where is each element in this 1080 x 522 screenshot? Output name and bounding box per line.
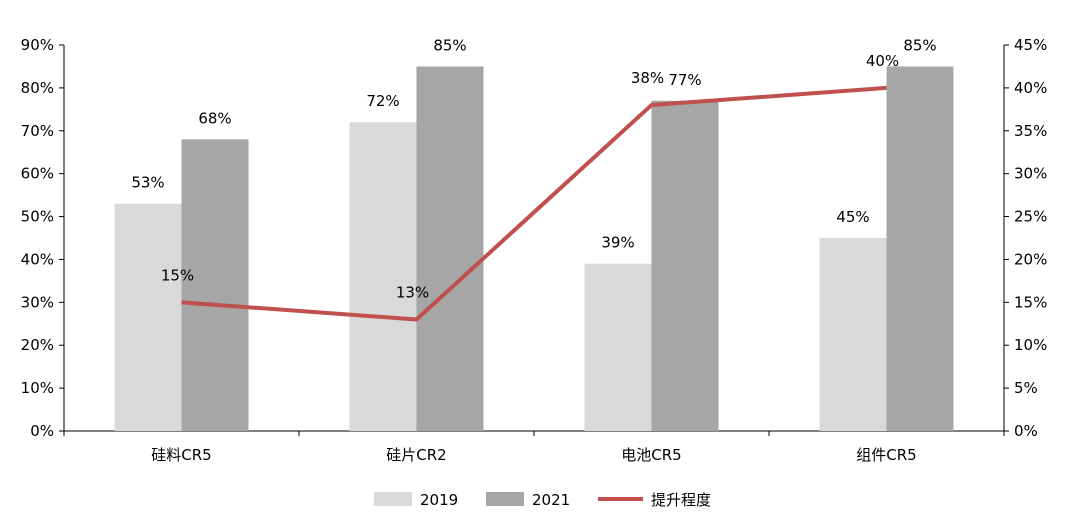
legend: 2019 2021 提升程度 [374,491,711,509]
right-tick-label: 45% [1014,36,1047,54]
category-label: 组件CR5 [856,446,916,464]
bar-2021 [416,66,484,431]
left-tick-label: 80% [21,79,54,97]
bar-data-label: 85% [433,36,466,54]
left-tick-label: 30% [21,293,54,311]
right-tick-label: 15% [1014,293,1047,311]
right-tick-label: 0% [1014,422,1038,440]
legend-label: 2019 [420,491,458,509]
left-tick-label: 90% [21,36,54,54]
right-tick-label: 5% [1014,379,1038,397]
bar-data-label: 85% [903,36,936,54]
left-tick-label: 10% [21,379,54,397]
legend-swatch-2019 [374,492,412,506]
legend-label: 提升程度 [651,491,711,509]
left-tick-label: 20% [21,336,54,354]
line-data-label: 15% [161,266,194,284]
legend-label: 2021 [532,491,570,509]
bar-data-label: 45% [836,208,869,226]
right-tick-label: 35% [1014,122,1047,140]
bar-data-label: 39% [601,234,634,252]
right-tick-label: 10% [1014,336,1047,354]
right-tick-label: 20% [1014,250,1047,268]
bar-2021 [181,139,249,431]
right-tick-label: 30% [1014,165,1047,183]
bar-2021 [651,100,719,431]
bar-2019 [114,203,182,431]
left-tick-label: 50% [21,208,54,226]
left-tick-label: 60% [21,165,54,183]
right-tick-label: 40% [1014,79,1047,97]
left-tick-label: 0% [30,422,54,440]
category-label: 硅料CR5 [151,446,211,464]
plot-area: 0% 10% 20% 30% 40% 50% 60% 70% 80% 90% 0% 5% 10% 15% 2… [21,36,1048,464]
bar-2019 [819,238,887,431]
line-series-提升程度 [181,85,887,322]
left-tick-label: 40% [21,250,54,268]
bar-data-label: 72% [366,92,399,110]
bar-data-label: 53% [131,174,164,192]
category-label: 电池CR5 [621,446,681,464]
line-data-label: 38% [631,69,664,87]
bar-data-label: 77% [668,71,701,89]
legend-swatch-2021 [486,492,524,506]
bar-2021 [886,66,954,431]
category-label: 硅片CR2 [386,446,446,464]
line-data-label: 13% [396,283,429,301]
right-tick-label: 25% [1014,208,1047,226]
left-tick-label: 70% [21,122,54,140]
bar-2019 [349,122,417,431]
line-data-label: 40% [866,52,899,70]
bar-2019 [584,263,652,431]
bar-data-label: 68% [198,109,231,127]
